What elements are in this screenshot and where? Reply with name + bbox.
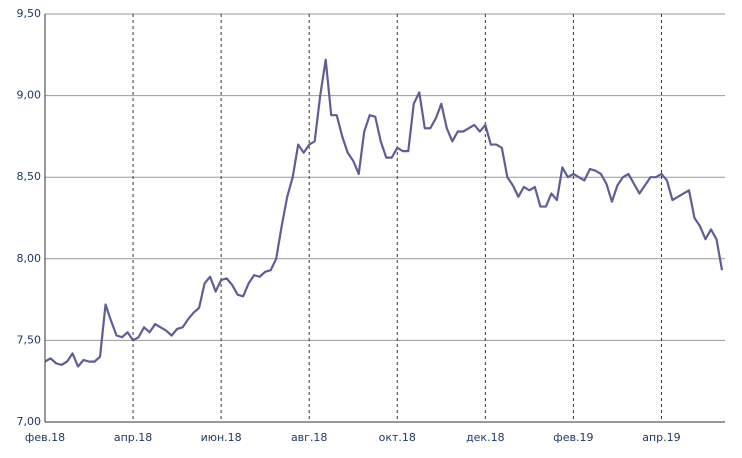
x-tick-label: апр.19 (642, 431, 680, 444)
y-tick-label: 8,00 (17, 252, 42, 265)
line-series (44, 58, 724, 368)
x-tick-label: фев.18 (25, 431, 65, 444)
x-tick-label: апр.18 (114, 431, 152, 444)
y-tick-label: 9,50 (17, 7, 42, 20)
x-tick-label: авг.18 (291, 431, 328, 444)
x-tick-label: дек.18 (466, 431, 505, 444)
y-tick-label: 7,50 (17, 333, 42, 346)
y-tick-label: 7,00 (17, 415, 42, 428)
y-tick-label: 8,50 (17, 170, 42, 183)
x-tick-label: июн.18 (201, 431, 242, 444)
y-tick-label: 9,00 (17, 89, 42, 102)
x-tick-label: фев.19 (553, 431, 593, 444)
x-tick-label: окт.18 (379, 431, 416, 444)
